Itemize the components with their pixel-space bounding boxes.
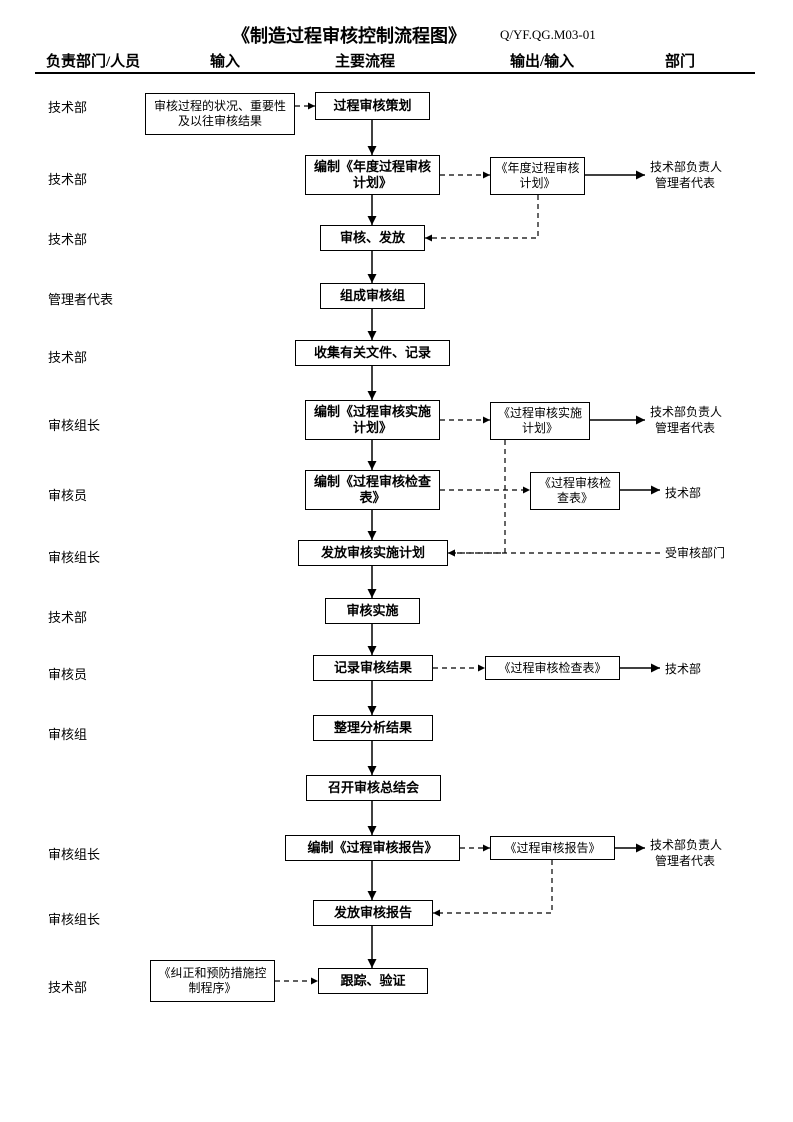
io-o13: 《过程审核报告》 <box>490 836 615 860</box>
doc-code: Q/YF.QG.M03-01 <box>500 27 596 43</box>
io-o6-text: 《过程审核实施计划》 <box>495 406 585 436</box>
io-o7: 《过程审核检查表》 <box>530 472 620 510</box>
dept-r3: 技术部 <box>48 232 87 248</box>
col-io: 输出/输入 <box>510 50 574 71</box>
flow-f6-text: 编制《过程审核实施计划》 <box>310 404 435 437</box>
io-o2: 《年度过程审核计划》 <box>490 157 585 195</box>
flow-f4-text: 组成审核组 <box>340 288 405 304</box>
flow-f3-text: 审核、发放 <box>340 230 405 246</box>
dept2-d13b: 管理者代表 <box>655 854 715 868</box>
flow-f10: 记录审核结果 <box>313 655 433 681</box>
flow-f6: 编制《过程审核实施计划》 <box>305 400 440 440</box>
header-rule <box>35 72 755 74</box>
col-input: 输入 <box>210 50 240 71</box>
flow-f10-text: 记录审核结果 <box>334 660 412 676</box>
dept-r4: 管理者代表 <box>48 292 113 308</box>
flow-f15-text: 跟踪、验证 <box>340 973 405 989</box>
dept2-d2a: 技术部负责人 <box>650 160 722 174</box>
dept2-d6b: 管理者代表 <box>655 421 715 435</box>
input-box-15: 《纠正和预防措施控制程序》 <box>150 960 275 1002</box>
flow-f5: 收集有关文件、记录 <box>295 340 450 366</box>
flow-f1-text: 过程审核策划 <box>333 98 411 114</box>
flow-f11-text: 整理分析结果 <box>334 720 412 736</box>
dept2-d7: 技术部 <box>665 486 701 500</box>
flow-f11: 整理分析结果 <box>313 715 433 741</box>
dept2-d8: 受审核部门 <box>665 546 725 560</box>
flow-f7-text: 编制《过程审核检查表》 <box>310 474 435 507</box>
flow-f1: 过程审核策划 <box>315 92 430 120</box>
dept-r15: 技术部 <box>48 980 87 996</box>
col-dept: 负责部门/人员 <box>46 50 140 71</box>
dept-r6: 审核组长 <box>48 418 100 434</box>
io-o10-text: 《过程审核检查表》 <box>498 661 606 676</box>
dept2-d10: 技术部 <box>665 662 701 676</box>
flow-f7: 编制《过程审核检查表》 <box>305 470 440 510</box>
input-box-1-text: 审核过程的状况、重要性及以往审核结果 <box>150 99 290 129</box>
input-box-15-text: 《纠正和预防措施控制程序》 <box>155 966 270 996</box>
dept-r2: 技术部 <box>48 172 87 188</box>
col-dept2: 部门 <box>665 50 695 71</box>
dept-r11: 审核组 <box>48 727 87 743</box>
flow-f13-text: 编制《过程审核报告》 <box>307 840 437 856</box>
flow-f12: 召开审核总结会 <box>306 775 441 801</box>
flow-f9-text: 审核实施 <box>346 603 398 619</box>
flow-f8-text: 发放审核实施计划 <box>321 545 425 561</box>
io-o6: 《过程审核实施计划》 <box>490 402 590 440</box>
dept-r1: 技术部 <box>48 100 87 116</box>
flow-f9: 审核实施 <box>325 598 420 624</box>
flow-f13: 编制《过程审核报告》 <box>285 835 460 861</box>
dept-r5: 技术部 <box>48 350 87 366</box>
flow-f4: 组成审核组 <box>320 283 425 309</box>
flow-f14-text: 发放审核报告 <box>334 905 412 921</box>
io-o10: 《过程审核检查表》 <box>485 656 620 680</box>
flow-f14: 发放审核报告 <box>313 900 433 926</box>
flow-f2: 编制《年度过程审核计划》 <box>305 155 440 195</box>
flow-f15: 跟踪、验证 <box>318 968 428 994</box>
flow-f8: 发放审核实施计划 <box>298 540 448 566</box>
page-title: 《制造过程审核控制流程图》 <box>232 22 466 48</box>
dept-r8: 审核组长 <box>48 550 100 566</box>
io-o2-text: 《年度过程审核计划》 <box>495 161 580 191</box>
dept2-d6a: 技术部负责人 <box>650 405 722 419</box>
flow-f3: 审核、发放 <box>320 225 425 251</box>
flow-f12-text: 召开审核总结会 <box>328 780 419 796</box>
dept-r14: 审核组长 <box>48 912 100 928</box>
dept2-d13a: 技术部负责人 <box>650 838 722 852</box>
dept-r10: 审核员 <box>48 667 87 683</box>
dept-r9: 技术部 <box>48 610 87 626</box>
flow-f5-text: 收集有关文件、记录 <box>314 345 431 361</box>
io-o7-text: 《过程审核检查表》 <box>535 476 615 506</box>
flow-f2-text: 编制《年度过程审核计划》 <box>310 159 435 192</box>
dept2-d2b: 管理者代表 <box>655 176 715 190</box>
col-flow: 主要流程 <box>335 50 395 71</box>
input-box-1: 审核过程的状况、重要性及以往审核结果 <box>145 93 295 135</box>
dept-r13: 审核组长 <box>48 847 100 863</box>
dept-r7: 审核员 <box>48 488 87 504</box>
io-o13-text: 《过程审核报告》 <box>504 841 600 856</box>
